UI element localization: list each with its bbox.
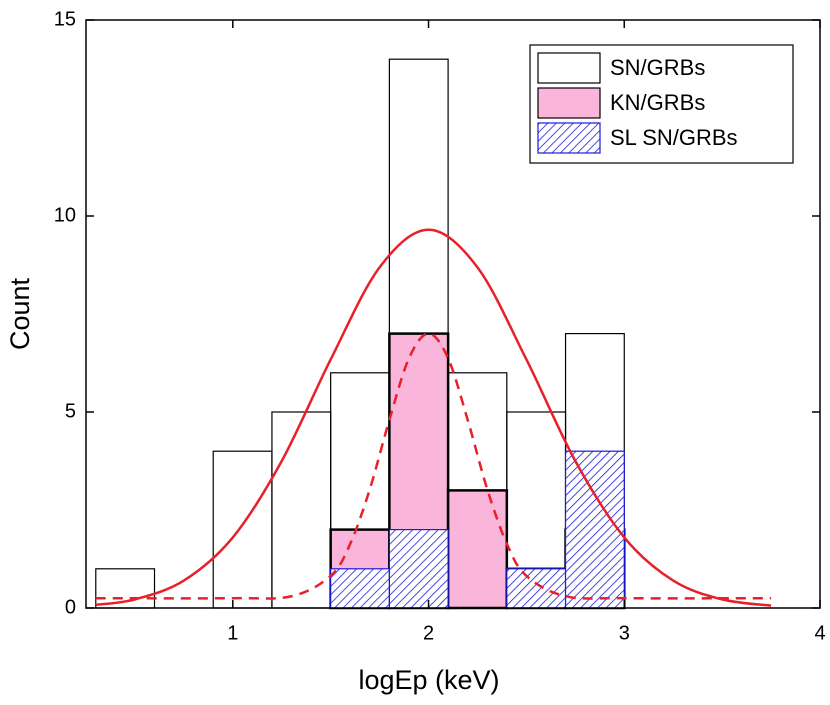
histogram-bar	[271, 411, 332, 609]
histogram-bar	[506, 568, 567, 609]
legend-label: SN/GRBs	[610, 55, 705, 80]
y-tick-label: 0	[65, 596, 76, 618]
y-tick-label: 15	[54, 8, 76, 30]
histogram-bar	[388, 528, 449, 609]
legend-swatch	[537, 87, 601, 119]
histogram-bar	[446, 489, 509, 610]
y-tick-label: 10	[54, 204, 76, 226]
y-tick-label: 5	[65, 400, 76, 422]
y-axis-label: Count	[5, 277, 35, 350]
legend-swatch	[537, 122, 601, 154]
x-tick-label: 3	[619, 622, 630, 644]
x-tick-label: 2	[423, 622, 434, 644]
fit-curve	[95, 228, 772, 607]
legend-swatch	[537, 52, 601, 84]
x-tick-label: 1	[227, 622, 238, 644]
x-tick-label: 4	[814, 622, 825, 644]
legend-label: SL SN/GRBs	[610, 125, 738, 150]
histogram-bar	[330, 568, 390, 609]
legend-label: KN/GRBs	[610, 90, 705, 115]
histogram-bar	[564, 450, 625, 609]
histogram-bar	[212, 450, 273, 609]
plot-frame	[85, 19, 821, 609]
x-axis-label: logEp (keV)	[358, 665, 499, 695]
